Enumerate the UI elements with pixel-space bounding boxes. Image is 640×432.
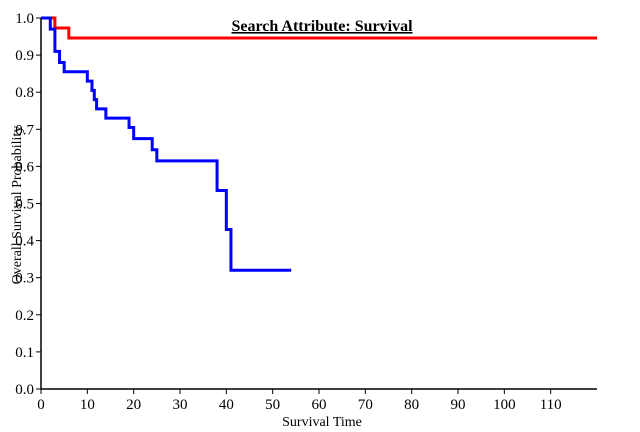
x-tick-label: 60 bbox=[312, 397, 327, 413]
y-axis-label: Overall Survival Probability bbox=[10, 126, 25, 285]
x-tick-label: 30 bbox=[173, 397, 188, 413]
y-tick-label: 0.9 bbox=[15, 48, 34, 64]
x-tick-label: 100 bbox=[493, 397, 516, 413]
y-tick-label: 0.5 bbox=[15, 197, 34, 213]
x-axis-label: Survival Time bbox=[282, 415, 362, 430]
x-tick-label: 110 bbox=[540, 397, 562, 413]
x-tick-label: 10 bbox=[80, 397, 95, 413]
chart-title: Search Attribute: Survival bbox=[231, 18, 413, 35]
x-tick-label: 70 bbox=[358, 397, 373, 413]
survival-curve-1 bbox=[41, 16, 597, 40]
x-tick-label: 50 bbox=[265, 397, 280, 413]
y-tick-label: 0.8 bbox=[15, 85, 34, 101]
y-tick-label: 0.3 bbox=[15, 271, 34, 287]
x-tick-label: 80 bbox=[404, 397, 419, 413]
y-tick-label: 0.4 bbox=[15, 234, 34, 250]
y-tick-label: 0.7 bbox=[15, 122, 34, 138]
x-tick-label: 0 bbox=[37, 397, 45, 413]
axes: 0 10 20 30 40 50 60 70 80 90 100 110 0.0 0.1 0.2 0.3 0.4… bbox=[15, 11, 597, 413]
y-tick-label: 1.0 bbox=[15, 11, 34, 27]
survival-curve-2 bbox=[41, 16, 292, 272]
y-tick-label: 0.1 bbox=[15, 345, 34, 361]
y-tick-label: 0.0 bbox=[15, 382, 34, 398]
x-tick-label: 20 bbox=[126, 397, 141, 413]
y-tick-label: 0.2 bbox=[15, 308, 34, 324]
y-tick-label: 0.6 bbox=[15, 159, 34, 175]
x-tick-label: 90 bbox=[451, 397, 466, 413]
plot-lines bbox=[41, 16, 597, 272]
x-tick-label: 40 bbox=[219, 397, 234, 413]
